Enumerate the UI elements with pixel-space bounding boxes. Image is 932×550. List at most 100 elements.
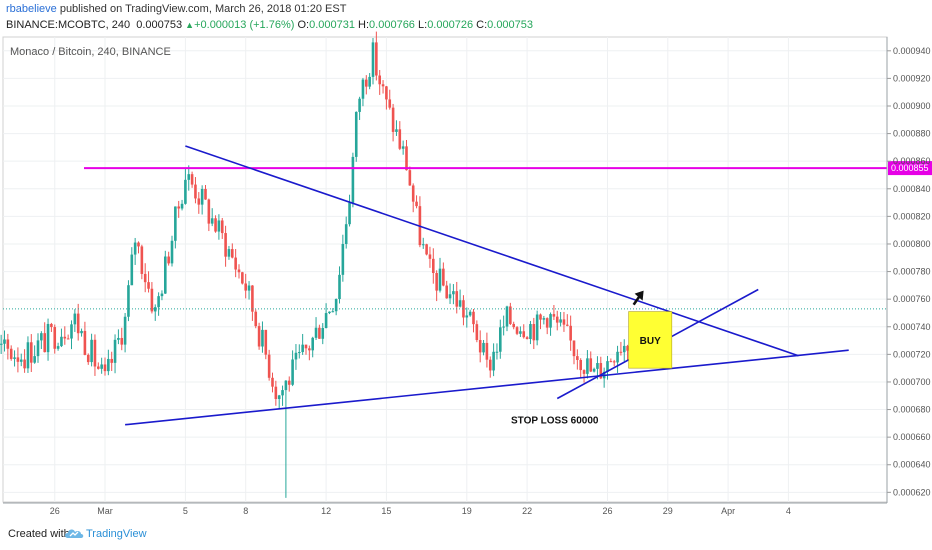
x-tick-label: 22 — [522, 506, 532, 516]
symbol-label: BINANCE:MCOBTC, 240 — [6, 19, 131, 31]
candle-body — [552, 314, 556, 317]
candle-body — [257, 326, 261, 347]
x-tick-label: 29 — [663, 506, 673, 516]
candle-body — [371, 42, 375, 77]
candle-body — [455, 291, 459, 307]
candle-body — [130, 254, 134, 286]
candle-body — [522, 331, 526, 338]
candle-body — [334, 299, 338, 312]
y-tick-label: 0.000740 — [893, 322, 931, 332]
candle-body — [63, 336, 67, 339]
candle-body — [502, 326, 505, 328]
candle-body — [421, 244, 425, 246]
candle-body — [244, 283, 247, 291]
candle-body — [83, 330, 87, 355]
stop-loss-label: STOP LOSS 60000 — [511, 416, 599, 427]
candle-body — [291, 359, 294, 385]
candle-body — [147, 282, 150, 289]
tradingview-link[interactable]: TradingView — [86, 528, 147, 540]
y-tick-label: 0.000940 — [893, 46, 931, 56]
candle-body — [472, 311, 475, 325]
candle-body — [542, 318, 546, 320]
candle-body — [93, 339, 97, 367]
x-tick-label: 26 — [50, 506, 60, 516]
candle-body — [241, 272, 244, 284]
candle-body — [174, 206, 177, 241]
candle-body — [375, 42, 378, 76]
candle-body — [586, 358, 589, 374]
candle-body — [488, 359, 492, 371]
candle-body — [167, 256, 170, 264]
close-label: C: — [476, 19, 488, 31]
candle-body — [117, 337, 120, 340]
candle-body — [415, 201, 418, 207]
candle-body — [485, 342, 489, 360]
candle-body — [622, 345, 626, 353]
author-link[interactable]: rbabelieve — [6, 3, 57, 15]
candle-body — [411, 185, 415, 202]
candle-body — [180, 203, 184, 209]
candle-body — [187, 174, 191, 180]
candle-body — [36, 340, 40, 357]
candle-body — [555, 316, 559, 323]
candle-body — [247, 285, 251, 291]
y-tick-label: 0.000840 — [893, 184, 931, 194]
candle-body — [271, 377, 274, 387]
candle-body — [194, 184, 197, 199]
candle-body — [341, 244, 345, 275]
candle-body — [348, 202, 351, 225]
candle-body — [254, 311, 258, 327]
y-tick-label: 0.000700 — [893, 377, 931, 387]
candle-body — [110, 358, 113, 363]
candle-body — [612, 361, 616, 363]
candle-body — [609, 361, 613, 363]
y-tick-label: 0.000920 — [893, 73, 931, 83]
candle-body — [435, 272, 438, 291]
high-label: H: — [358, 19, 370, 31]
candle-body — [358, 98, 361, 112]
candle-body — [227, 249, 231, 257]
candle-body — [398, 129, 402, 149]
buy-label: BUY — [640, 336, 661, 347]
close-value: 0.000753 — [487, 19, 534, 31]
axes: 0.000940 0.000920 0.000900 0.000880 0.000860… — [3, 37, 931, 516]
y-tick-label: 0.000660 — [893, 432, 931, 442]
candle-body — [442, 268, 445, 286]
candle-body — [127, 285, 130, 317]
x-tick-label: 8 — [243, 506, 248, 516]
candle-body — [210, 218, 214, 224]
candle-body — [56, 346, 60, 349]
candle-body — [140, 246, 144, 274]
candle-body — [207, 199, 211, 224]
candle-body — [505, 306, 509, 327]
candle-body — [599, 363, 603, 379]
publish-info: rbabelieve published on TradingView.com,… — [6, 3, 346, 15]
candle-body — [452, 291, 455, 295]
candle-body — [589, 358, 593, 372]
low-label: L: — [418, 19, 428, 31]
candle-body — [298, 352, 301, 354]
candle-body — [465, 315, 469, 318]
candle-body — [582, 370, 586, 374]
resistance-price-badge — [888, 161, 932, 176]
candle-body — [338, 274, 341, 300]
candle-body — [0, 343, 3, 345]
trendline-upper — [185, 145, 799, 357]
candle-body — [559, 319, 562, 323]
candle-body — [70, 324, 73, 339]
candle-body — [478, 340, 482, 353]
buy-zone-box — [628, 311, 673, 369]
candle-body — [592, 368, 596, 372]
chart-title: Monaco / Bitcoin, 240, BINANCE — [10, 46, 171, 58]
candle-body — [97, 366, 100, 369]
candle-body — [3, 339, 6, 344]
candle-body — [301, 344, 304, 353]
candle-body — [217, 220, 221, 232]
candle-body — [164, 256, 167, 294]
open-value: 0.000731 — [309, 19, 355, 31]
candle-body — [30, 342, 33, 363]
candle-body — [46, 323, 50, 353]
candle-body — [535, 314, 539, 341]
candle-body — [324, 313, 328, 328]
